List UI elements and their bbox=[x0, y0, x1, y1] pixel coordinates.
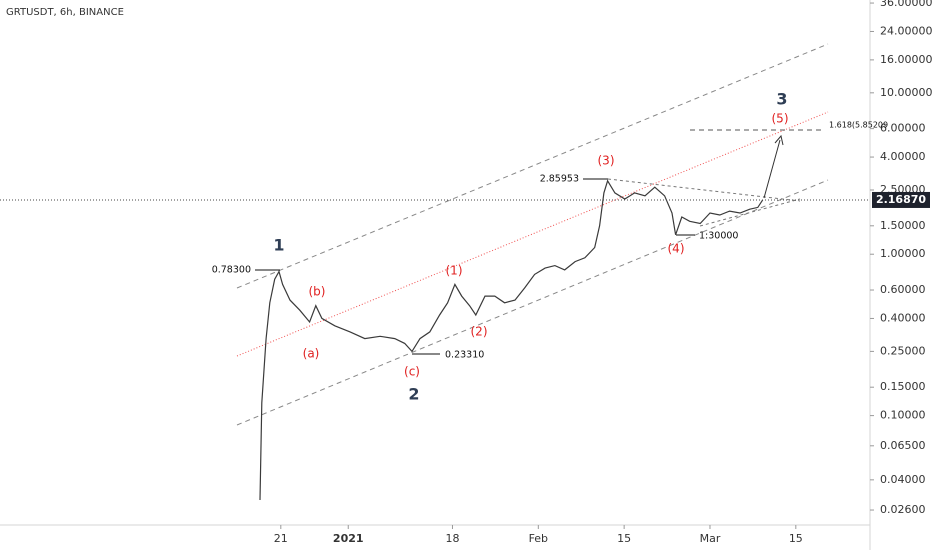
annotation: (3) bbox=[598, 154, 615, 168]
x-tick-label: 15 bbox=[617, 532, 631, 545]
last-price-box bbox=[872, 191, 930, 208]
y-tick-label: 4.00000 bbox=[880, 150, 926, 163]
annotation: (a) bbox=[303, 347, 320, 361]
y-tick-label: 1.50000 bbox=[880, 219, 926, 232]
y-tick-label: 0.15000 bbox=[880, 380, 926, 393]
annotation: 1 bbox=[273, 236, 284, 255]
arrow-head bbox=[774, 134, 784, 146]
y-tick-label: 10.00000 bbox=[880, 86, 932, 99]
annotation: 3 bbox=[776, 90, 787, 109]
last-price-label: 2.16870 bbox=[876, 193, 926, 206]
y-tick-label: 24.00000 bbox=[880, 24, 932, 37]
y-tick-label: 0.06500 bbox=[880, 439, 926, 452]
annotation: 2.85953 bbox=[540, 174, 579, 185]
y-tick-label: 0.02600 bbox=[880, 503, 926, 516]
annotation: (5) bbox=[772, 112, 789, 126]
channel-lower bbox=[236, 179, 829, 426]
x-tick-label: Mar bbox=[700, 532, 721, 545]
annotation: (c) bbox=[404, 365, 420, 379]
annotation: (4) bbox=[668, 242, 685, 256]
annotation: 1.618(5.85209 bbox=[829, 121, 888, 130]
x-tick-label: 18 bbox=[445, 532, 459, 545]
price-line bbox=[259, 179, 764, 501]
y-tick-label: 36.00000 bbox=[880, 0, 932, 9]
annotation: (2) bbox=[471, 325, 488, 339]
annotation: (1) bbox=[446, 264, 463, 278]
y-tick-label: 0.04000 bbox=[880, 473, 926, 486]
y-tick-label: 0.25000 bbox=[880, 344, 926, 357]
x-tick-label: 15 bbox=[789, 532, 803, 545]
annotation: (b) bbox=[309, 285, 326, 299]
y-tick-label: 1.00000 bbox=[880, 247, 926, 260]
annotation: 0.23310 bbox=[445, 350, 484, 361]
channel-upper bbox=[236, 43, 829, 289]
arrow bbox=[763, 139, 781, 199]
annotation: 2 bbox=[408, 385, 419, 404]
annotation: 0.78300 bbox=[212, 265, 251, 276]
chart-title: GRTUSDT, 6h, BINANCE bbox=[6, 7, 124, 18]
triangle-lower bbox=[699, 198, 801, 227]
y-tick-label: 0.10000 bbox=[880, 409, 926, 422]
y-tick-label: 0.40000 bbox=[880, 311, 926, 324]
x-tick-label: 2021 bbox=[333, 532, 364, 545]
annotation: 1:30000 bbox=[699, 231, 738, 242]
y-tick-label: 16.00000 bbox=[880, 53, 932, 66]
x-tick-label: 21 bbox=[274, 532, 288, 545]
y-tick-label: 0.60000 bbox=[880, 283, 926, 296]
x-tick-label: Feb bbox=[529, 532, 548, 545]
y-tick-label: 6.00000 bbox=[880, 122, 926, 135]
drawings bbox=[236, 43, 829, 426]
triangle-upper bbox=[607, 178, 801, 202]
